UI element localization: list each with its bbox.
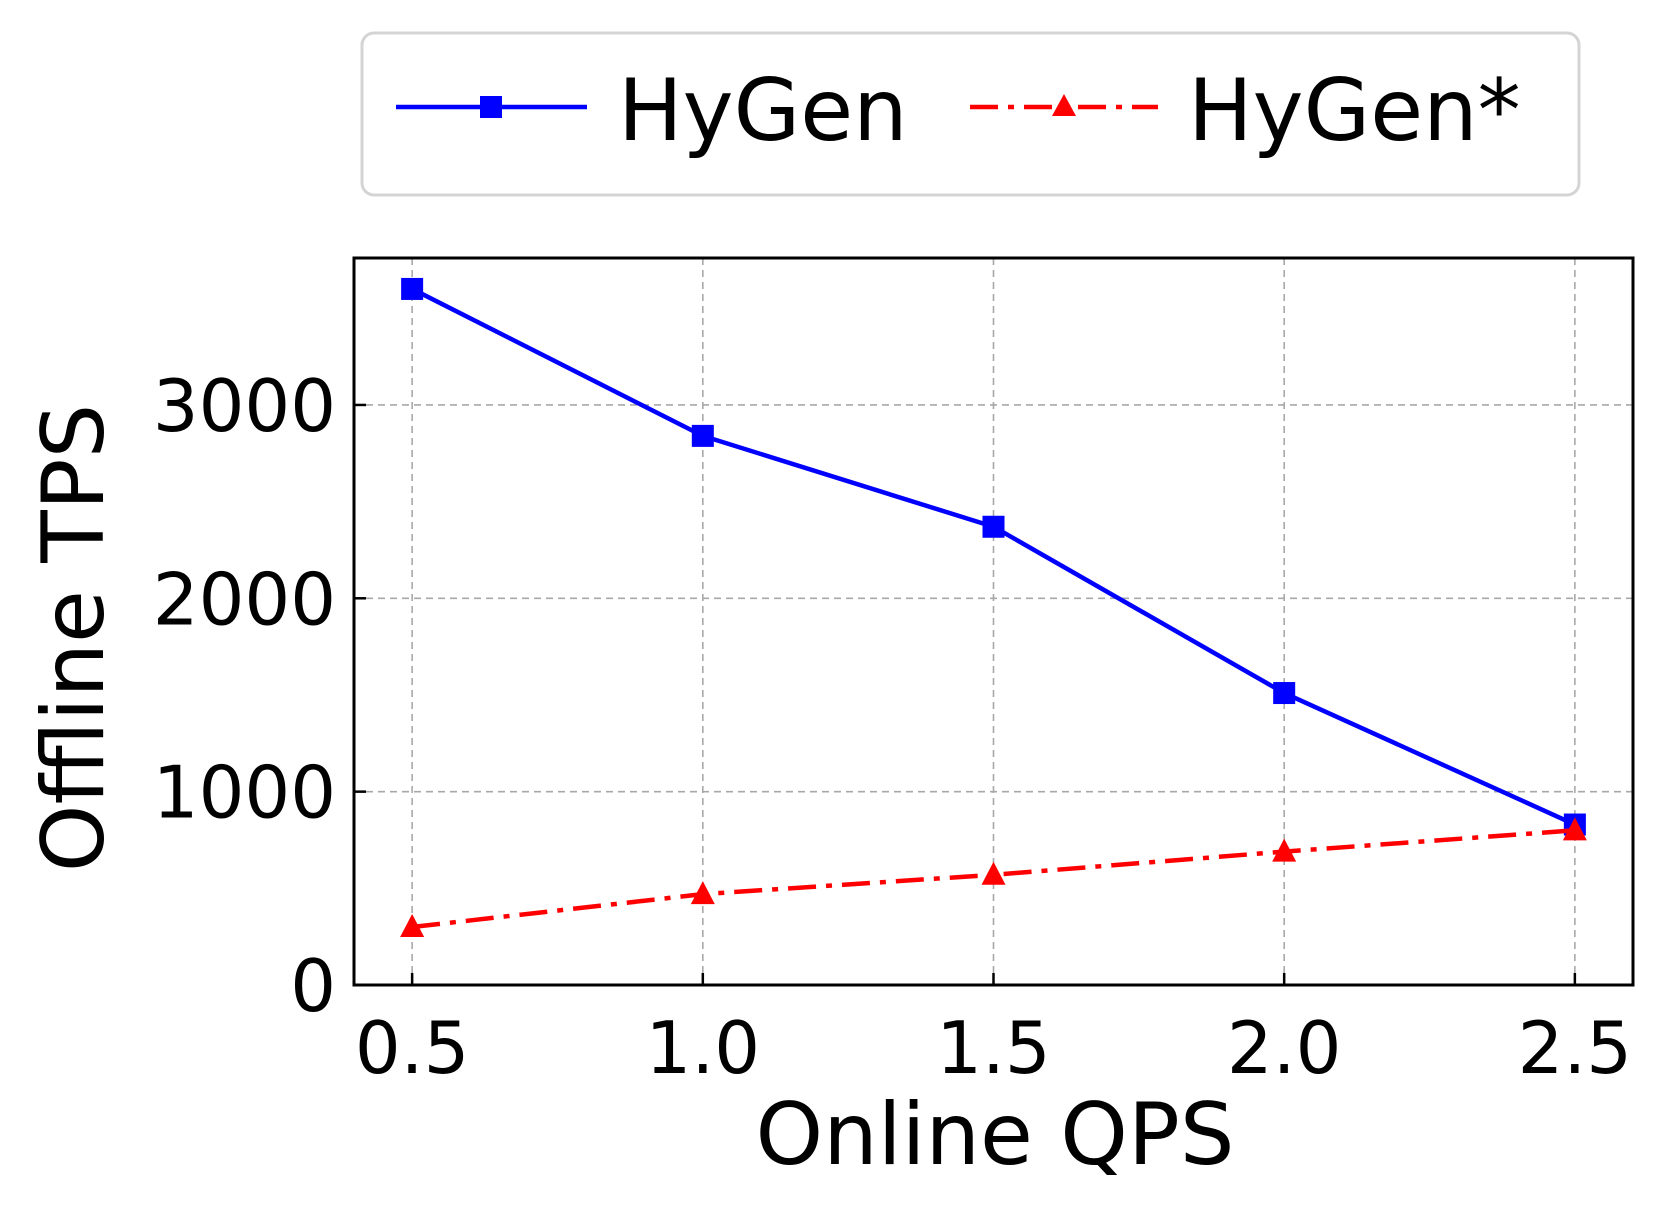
plot-frame bbox=[352, 256, 1635, 987]
x-tick-label: 1.5 bbox=[936, 1006, 1051, 1090]
legend-label-hygen: HyGen bbox=[618, 61, 908, 161]
y-axis-label: Offline TPS bbox=[24, 404, 124, 872]
data-point-hygen bbox=[982, 515, 1005, 538]
data-point-hygen-star bbox=[690, 881, 715, 905]
data-point-hygen bbox=[691, 424, 714, 447]
data-point-hygen-star bbox=[1272, 838, 1297, 862]
x-tick-label: 2.0 bbox=[1227, 1006, 1342, 1090]
legend-box bbox=[360, 31, 1581, 197]
legend-entry-hygen: HyGen bbox=[396, 61, 908, 161]
tick-labels: 0.5 1.0 1.5 2.0 2.5 0 1000 2000 3000 bbox=[153, 364, 1632, 1090]
y-tick-label: 2000 bbox=[153, 557, 336, 641]
data-point-hygen-star bbox=[981, 861, 1006, 885]
data-point-hygen bbox=[1273, 682, 1296, 705]
legend-marker-square-icon bbox=[480, 96, 502, 118]
x-axis-label: Online QPS bbox=[756, 1085, 1235, 1185]
y-tick-label: 0 bbox=[290, 944, 336, 1028]
plot-series bbox=[400, 277, 1587, 937]
legend-entry-hygen-star: HyGen* bbox=[970, 61, 1521, 161]
data-point-hygen-star bbox=[400, 913, 425, 937]
legend: HyGen HyGen* bbox=[360, 31, 1581, 197]
x-tick-label: 1.0 bbox=[646, 1006, 761, 1090]
x-tick-label: 2.5 bbox=[1518, 1006, 1633, 1090]
axes bbox=[352, 256, 1635, 987]
y-tick-label: 3000 bbox=[153, 364, 336, 448]
legend-marker-triangle-icon bbox=[1052, 94, 1076, 116]
x-tick-label: 0.5 bbox=[355, 1006, 470, 1090]
data-point-hygen bbox=[401, 277, 424, 300]
legend-label-hygen-star: HyGen* bbox=[1188, 61, 1521, 161]
y-tick-label: 1000 bbox=[153, 751, 336, 835]
grid bbox=[354, 258, 1633, 985]
data-point-hygen-star bbox=[1562, 817, 1587, 841]
